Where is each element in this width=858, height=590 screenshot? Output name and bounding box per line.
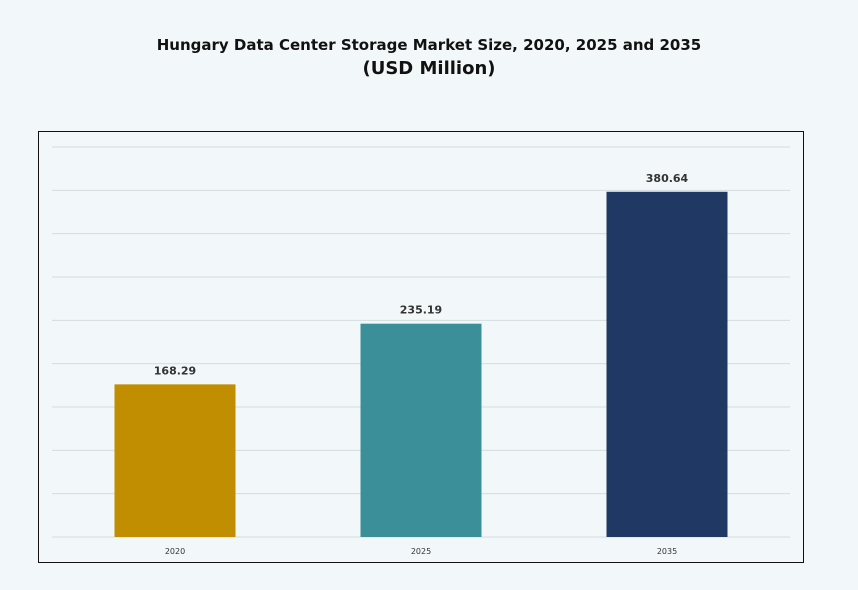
chart-subtitle: (USD Million) bbox=[362, 58, 496, 79]
bar-2025 bbox=[360, 323, 482, 537]
x-tick-label-2020: 2020 bbox=[165, 547, 185, 556]
x-tick-label-2035: 2035 bbox=[657, 547, 677, 556]
x-tick-label-2025: 2025 bbox=[411, 547, 431, 556]
bar-2020 bbox=[114, 384, 236, 537]
chart-title: Hungary Data Center Storage Market Size,… bbox=[156, 36, 702, 54]
data-label-2025: 235.19 bbox=[400, 304, 442, 317]
bar-2035 bbox=[606, 191, 728, 537]
data-label-2035: 380.64 bbox=[646, 172, 689, 185]
data-label-2020: 168.29 bbox=[154, 364, 196, 377]
chart-frame bbox=[38, 131, 804, 563]
